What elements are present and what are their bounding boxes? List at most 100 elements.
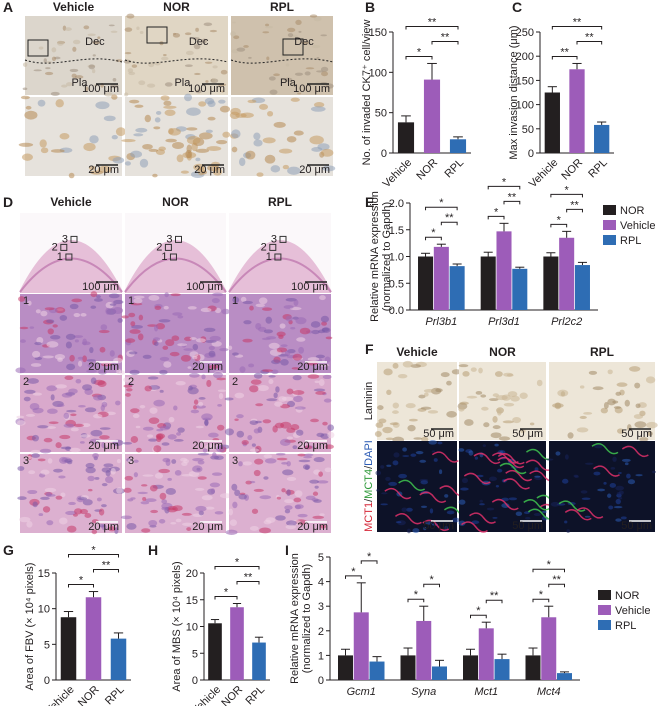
texture	[40, 147, 49, 154]
bar	[449, 139, 467, 153]
texture	[298, 346, 305, 354]
texture	[85, 466, 96, 474]
texture	[501, 394, 511, 401]
texture	[40, 496, 50, 500]
texture	[488, 398, 499, 402]
texture	[136, 26, 140, 30]
texture	[111, 94, 118, 100]
significance-label: *	[539, 589, 544, 601]
scale-label: 50 μm	[621, 428, 652, 440]
texture	[98, 508, 105, 516]
row-label: 2	[23, 376, 29, 388]
texture	[634, 382, 641, 389]
scale-label: 20 μm	[88, 164, 119, 176]
texture	[232, 21, 236, 24]
region-label: 1	[266, 251, 272, 263]
texture	[159, 369, 168, 375]
texture	[188, 471, 200, 478]
texture	[59, 133, 70, 140]
legend-swatch	[598, 590, 611, 600]
region-label: 3	[166, 233, 172, 245]
texture	[323, 398, 332, 403]
texture	[24, 110, 38, 120]
texture	[258, 297, 268, 305]
texture	[423, 392, 429, 397]
texture	[247, 99, 257, 104]
texture	[295, 317, 307, 325]
y-axis-label: Area of FBV (× 10⁴ pixels)	[24, 563, 36, 691]
texture	[208, 345, 215, 351]
texture	[87, 363, 94, 368]
texture	[285, 63, 290, 67]
significance-label: *	[476, 605, 481, 617]
bar	[423, 79, 441, 153]
texture	[242, 300, 253, 305]
significance-label: *	[565, 184, 570, 196]
texture	[204, 61, 213, 64]
texture	[382, 426, 393, 434]
texture	[65, 341, 72, 349]
texture	[66, 409, 77, 413]
texture	[77, 360, 83, 367]
texture	[276, 347, 288, 353]
texture	[24, 389, 36, 394]
texture	[141, 528, 151, 533]
texture	[279, 404, 291, 409]
texture	[32, 392, 43, 396]
texture	[322, 374, 332, 380]
texture	[150, 509, 159, 514]
significance-label: *	[431, 227, 436, 239]
texture	[105, 307, 111, 315]
texture	[592, 386, 604, 391]
significance-bracket	[487, 185, 521, 190]
texture	[168, 128, 181, 136]
texture	[616, 382, 628, 387]
column-title: NOR	[162, 195, 189, 209]
texture	[198, 510, 204, 516]
y-tick-label: 100	[369, 67, 387, 79]
texture	[639, 437, 649, 442]
texture	[37, 99, 46, 107]
texture	[108, 526, 116, 532]
texture	[321, 327, 330, 332]
significance-bracket	[407, 598, 425, 603]
texture	[61, 84, 68, 88]
texture	[126, 13, 135, 19]
texture	[239, 366, 246, 373]
significance-bracket	[485, 599, 503, 604]
tissue	[19, 257, 123, 293]
texture	[154, 472, 164, 479]
significance-label: **	[490, 590, 499, 602]
texture	[127, 458, 135, 465]
texture	[180, 354, 192, 362]
texture	[294, 490, 303, 498]
texture	[66, 82, 73, 87]
texture	[35, 309, 41, 314]
texture	[584, 462, 594, 465]
texture	[167, 434, 177, 440]
stain-name: /	[363, 465, 375, 469]
texture	[286, 489, 291, 496]
texture	[163, 361, 172, 368]
column-title: Vehicle	[53, 0, 95, 14]
texture	[133, 459, 139, 463]
significance-bracket	[68, 584, 94, 588]
y-tick-label: 15	[38, 568, 50, 580]
texture	[316, 70, 324, 73]
scale-label: 20 μm	[297, 440, 328, 452]
texture	[219, 105, 231, 113]
texture	[124, 27, 133, 32]
texture	[165, 138, 177, 143]
scale-label: 100 μm	[188, 83, 225, 95]
y-tick-label: 2.0	[389, 198, 404, 210]
texture	[30, 449, 41, 454]
scale-label: 20 μm	[88, 440, 119, 452]
texture	[266, 56, 270, 61]
texture	[142, 496, 147, 501]
texture	[304, 71, 311, 76]
texture	[234, 392, 245, 399]
texture	[97, 369, 107, 375]
texture	[579, 415, 587, 419]
texture	[95, 101, 110, 110]
texture	[285, 524, 297, 530]
